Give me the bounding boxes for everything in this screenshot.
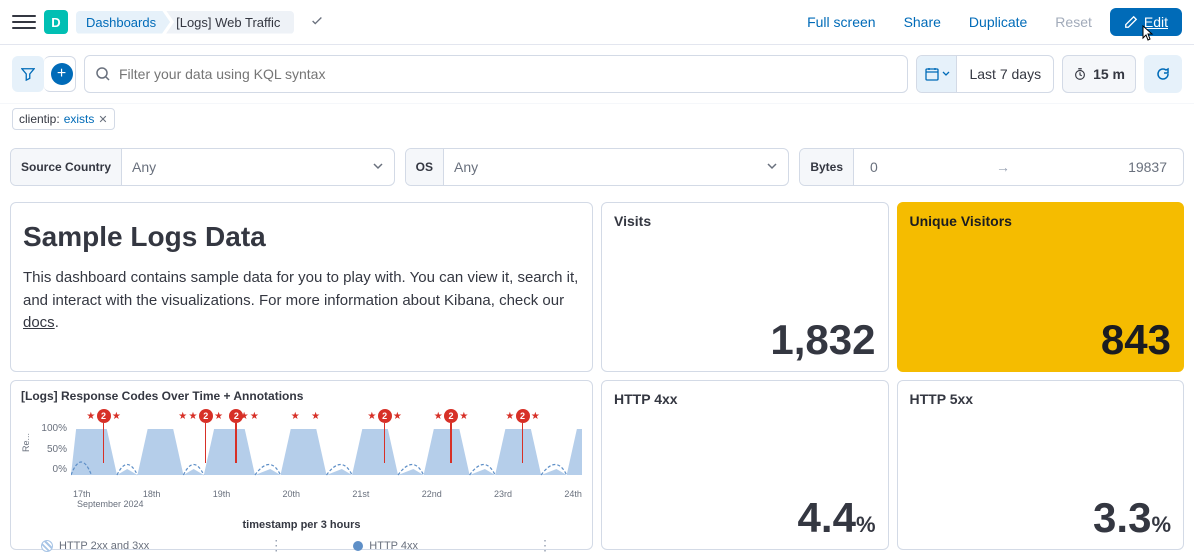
date-range-text: Last 7 days xyxy=(957,66,1053,82)
x-axis: 17th18th19th20th21st22nd23rd24th xyxy=(21,489,582,499)
chevron-down-icon xyxy=(756,159,788,175)
control-label: Bytes xyxy=(800,149,854,185)
search-icon xyxy=(95,66,111,82)
filter-pill-clientip[interactable]: clientip: exists ✕ xyxy=(12,108,115,130)
control-source-country[interactable]: Source Country Any xyxy=(10,148,395,186)
duplicate-link[interactable]: Duplicate xyxy=(959,10,1037,34)
range-from: 0 xyxy=(870,159,878,175)
chart-legend: HTTP 2xx and 3xx ⋮ HTTP 4xx ⋮ xyxy=(21,537,582,554)
pill-field: clientip: xyxy=(19,112,60,126)
chevron-down-icon xyxy=(362,159,394,175)
range-to: 19837 xyxy=(1128,159,1167,175)
arrow-right-icon: → xyxy=(996,159,1010,175)
metric-title: Unique Visitors xyxy=(910,213,1172,229)
annotation-badge: 2 xyxy=(516,409,530,423)
check-icon[interactable] xyxy=(310,14,324,31)
intro-title: Sample Logs Data xyxy=(23,221,580,253)
date-picker[interactable]: Last 7 days xyxy=(916,55,1054,93)
panel-http-4xx[interactable]: HTTP 4xx 4.4% xyxy=(601,380,889,550)
controls-row: Source Country Any OS Any Bytes 0 → 1983… xyxy=(0,140,1194,194)
refresh-interval-text: 15 m xyxy=(1093,66,1125,82)
refresh-icon xyxy=(1155,66,1171,82)
docs-link[interactable]: docs xyxy=(23,314,55,331)
chart-plot: 2 2 2 2 2 2 ★★ ★★ ★★★ ★★ ★★ ★★ ★★ xyxy=(71,409,582,487)
panels-grid: Sample Logs Data This dashboard contains… xyxy=(0,194,1194,558)
calendar-icon xyxy=(917,56,957,92)
search-input[interactable] xyxy=(119,66,897,82)
control-value: Any xyxy=(122,159,362,175)
annotation-badge: 2 xyxy=(97,409,111,423)
pencil-icon xyxy=(1124,15,1138,29)
filter-pills-row: clientip: exists ✕ xyxy=(0,104,1194,140)
control-label: Source Country xyxy=(11,149,122,185)
cursor-icon xyxy=(1140,25,1156,46)
crumb-current[interactable]: [Logs] Web Traffic xyxy=(166,11,294,34)
pill-remove-icon[interactable]: ✕ xyxy=(98,113,107,126)
metric-title: Visits xyxy=(614,213,876,229)
metric-value: 1,832 xyxy=(614,319,876,361)
annotation-badge: 2 xyxy=(378,409,392,423)
annotation-badge: 2 xyxy=(444,409,458,423)
panel-http-5xx[interactable]: HTTP 5xx 3.3% xyxy=(897,380,1185,550)
panel-response-codes-chart[interactable]: [Logs] Response Codes Over Time + Annota… xyxy=(10,380,593,550)
control-value: Any xyxy=(444,159,756,175)
legend-item-4xx[interactable]: HTTP 4xx xyxy=(353,540,418,552)
header-bar: D Dashboards [Logs] Web Traffic Full scr… xyxy=(0,0,1194,45)
crumb-dashboards[interactable]: Dashboards xyxy=(76,11,170,34)
y-axis-label: Re... xyxy=(21,433,31,452)
panel-intro: Sample Logs Data This dashboard contains… xyxy=(10,202,593,372)
pill-operator: exists xyxy=(64,112,95,126)
control-os[interactable]: OS Any xyxy=(405,148,790,186)
panel-unique-visitors[interactable]: Unique Visitors 843 xyxy=(897,202,1185,372)
control-label: OS xyxy=(406,149,444,185)
full-screen-link[interactable]: Full screen xyxy=(797,10,885,34)
filter-icon-button[interactable] xyxy=(12,56,44,92)
add-filter-wrap: + xyxy=(44,56,76,92)
legend-menu-icon[interactable]: ⋮ xyxy=(269,537,283,554)
legend-menu-icon[interactable]: ⋮ xyxy=(538,537,552,554)
add-filter-button[interactable]: + xyxy=(51,63,73,85)
panel-visits[interactable]: Visits 1,832 xyxy=(601,202,889,372)
metric-title: HTTP 4xx xyxy=(614,391,876,407)
metric-value: 3.3% xyxy=(910,497,1172,539)
control-bytes[interactable]: Bytes 0 → 19837 xyxy=(799,148,1184,186)
chart-title: [Logs] Response Codes Over Time + Annota… xyxy=(21,389,582,403)
x-axis-title: timestamp per 3 hours xyxy=(21,519,582,531)
refresh-interval[interactable]: 15 m xyxy=(1062,55,1136,93)
menu-icon[interactable] xyxy=(12,10,36,34)
timer-icon xyxy=(1073,67,1087,81)
breadcrumb: Dashboards [Logs] Web Traffic xyxy=(76,11,294,34)
share-link[interactable]: Share xyxy=(894,10,951,34)
edit-button[interactable]: Edit xyxy=(1110,8,1182,36)
legend-item-2xx[interactable]: HTTP 2xx and 3xx xyxy=(41,540,149,552)
metric-value: 4.4% xyxy=(614,497,876,539)
query-bar: + Last 7 days 15 m xyxy=(0,45,1194,104)
intro-body: This dashboard contains sample data for … xyxy=(23,267,580,335)
refresh-button[interactable] xyxy=(1144,55,1182,93)
metric-title: HTTP 5xx xyxy=(910,391,1172,407)
metric-value: 843 xyxy=(910,319,1172,361)
search-box[interactable] xyxy=(84,55,908,93)
app-badge[interactable]: D xyxy=(44,10,68,34)
x-axis-subtitle: September 2024 xyxy=(21,499,582,509)
annotation-badge: 2 xyxy=(199,409,213,423)
reset-link: Reset xyxy=(1045,10,1102,34)
